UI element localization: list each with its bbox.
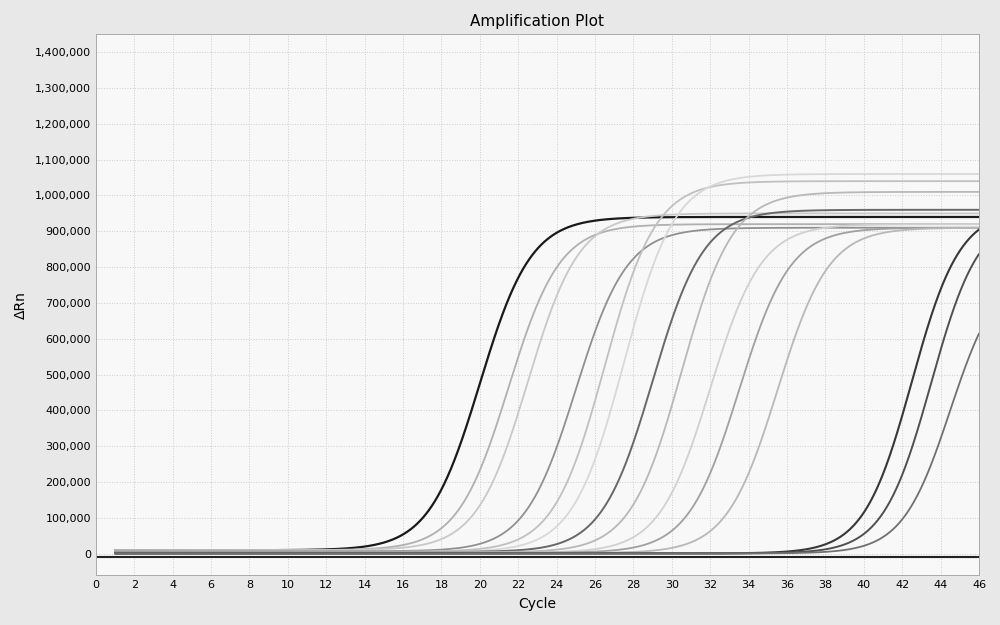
Y-axis label: ΔRn: ΔRn bbox=[14, 291, 28, 319]
X-axis label: Cycle: Cycle bbox=[518, 597, 556, 611]
Title: Amplification Plot: Amplification Plot bbox=[470, 14, 604, 29]
